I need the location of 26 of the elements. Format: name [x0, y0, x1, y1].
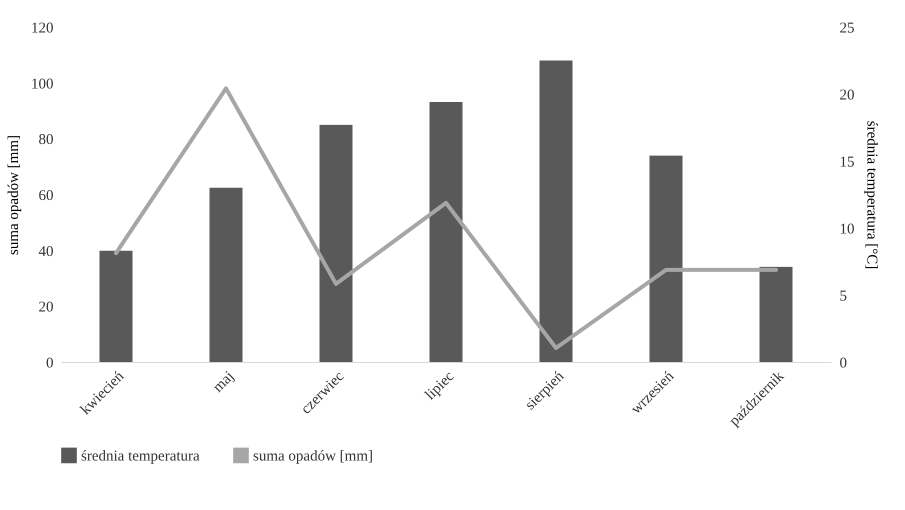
- y2-tick-label: 10: [840, 222, 854, 238]
- bar: [210, 188, 242, 362]
- bar: [540, 60, 572, 362]
- x-tick-label: maj: [210, 368, 238, 396]
- bar: [760, 266, 792, 362]
- line-series: [114, 86, 778, 350]
- y-tick-label: 40: [38, 244, 54, 260]
- y-axis-title: suma opadów [mm]: [6, 135, 22, 255]
- y2-tick-label: 5: [840, 288, 847, 304]
- bar: [650, 156, 682, 362]
- y2-tick-label: 20: [840, 88, 854, 104]
- y-tick-label: 120: [31, 20, 54, 36]
- y-tick-label: 0: [46, 356, 54, 372]
- y2-axis-title: średnia temperatura [°C]: [864, 120, 880, 270]
- bar: [320, 124, 352, 362]
- y-tick-label: 20: [38, 300, 54, 316]
- y2-tick-label: 15: [840, 154, 854, 170]
- bar: [100, 250, 132, 362]
- y2-tick-label: 25: [840, 20, 854, 36]
- legend-label: średnia temperatura: [81, 448, 200, 464]
- y-tick-label: 80: [38, 132, 54, 148]
- y2-tick-label: 0: [840, 356, 847, 372]
- y-tick-label: 100: [31, 76, 54, 92]
- y-tick-label: 60: [38, 188, 54, 204]
- legend-label: suma opadów [mm]: [253, 448, 373, 464]
- bar: [430, 102, 462, 362]
